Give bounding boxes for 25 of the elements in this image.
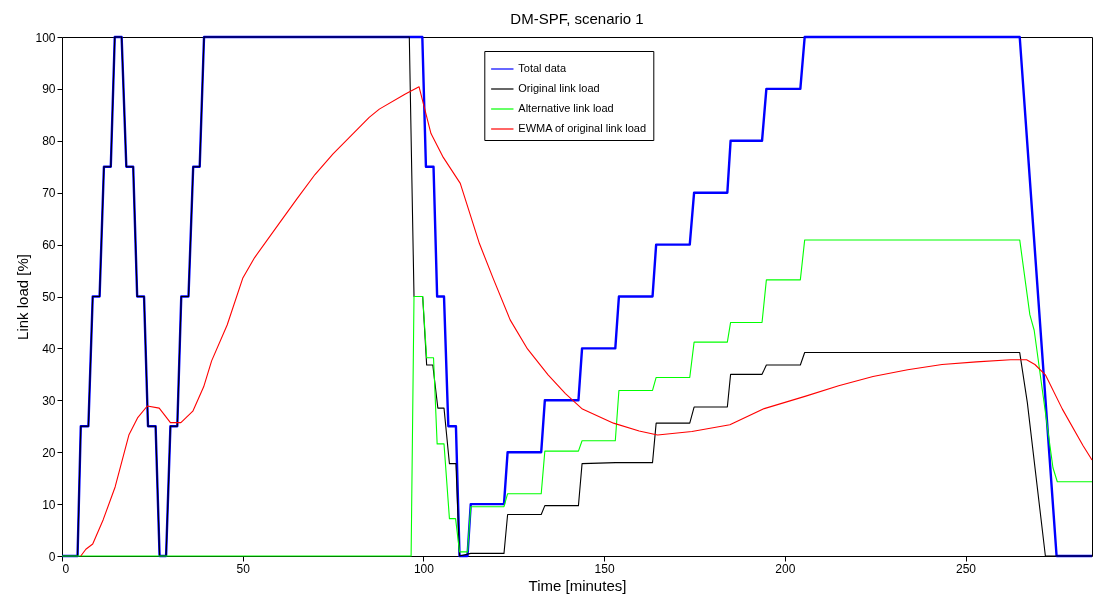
legend-label: Original link load: [518, 82, 600, 94]
y-tick-label: 100: [35, 30, 56, 45]
y-tick-label: 20: [42, 445, 56, 460]
x-tick-label: 200: [775, 561, 796, 576]
y-tick-label: 80: [42, 134, 56, 149]
legend-label: Total data: [518, 62, 567, 74]
y-tick-label: 70: [42, 186, 56, 201]
y-axis-title: Link load [%]: [14, 254, 32, 340]
x-tick-label: 150: [594, 561, 615, 576]
line-series: [61, 239, 1093, 557]
x-tick-label: 0: [62, 561, 70, 576]
x-axis-title: Time [minutes]: [528, 576, 627, 594]
y-tick-label: 40: [42, 341, 56, 356]
y-tick-label: 10: [42, 497, 56, 512]
y-tick-label: 0: [48, 549, 56, 564]
legend-label: Alternative link load: [518, 102, 614, 114]
y-tick-label: 90: [42, 82, 56, 97]
y-tick-label: 60: [42, 238, 56, 253]
x-tick-label: 50: [236, 561, 251, 576]
x-tick-label: 250: [955, 561, 977, 576]
y-tick-label: 30: [42, 393, 56, 408]
legend-label: EWMA of original link load: [518, 122, 647, 134]
x-tick-label: 100: [413, 561, 435, 576]
y-tick-label: 50: [42, 290, 56, 304]
chart-title: DM-SPF, scenario 1: [510, 10, 644, 27]
